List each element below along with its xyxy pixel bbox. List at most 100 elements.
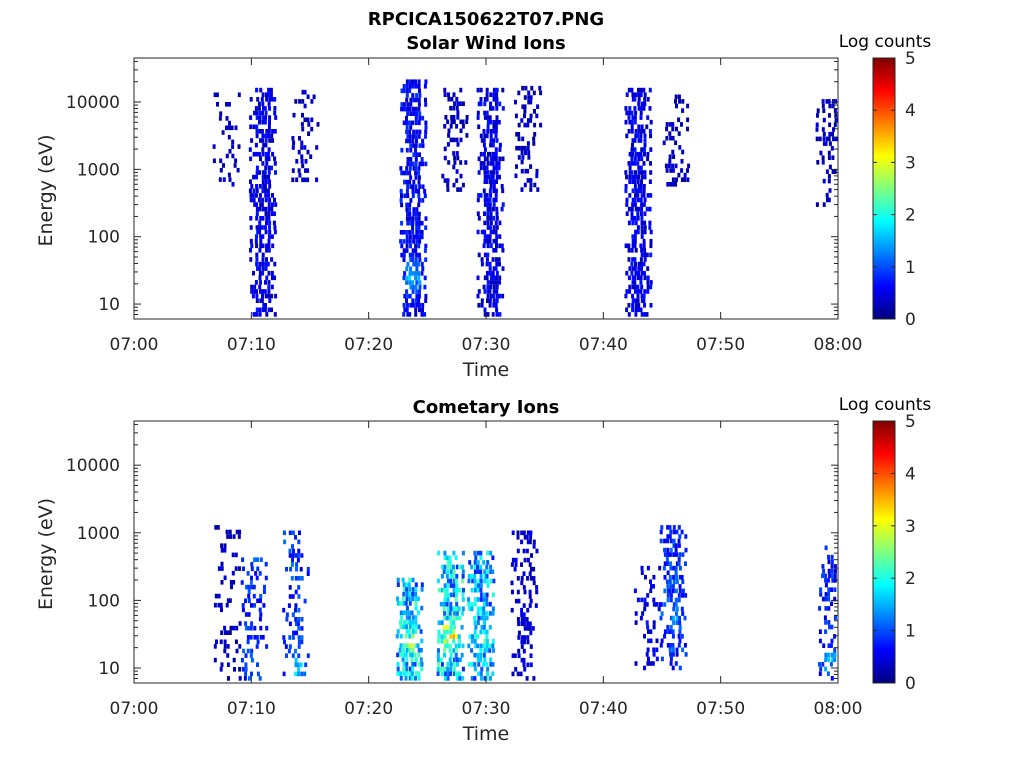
- cell: [521, 136, 525, 142]
- cell: [640, 293, 644, 299]
- cell: [258, 270, 262, 276]
- cell: [396, 596, 399, 602]
- cell: [824, 573, 828, 579]
- cell: [522, 571, 526, 576]
- cell: [633, 289, 637, 294]
- cell: [243, 676, 247, 681]
- cell: [257, 101, 261, 107]
- cell: [411, 84, 415, 89]
- cell: [828, 122, 832, 128]
- cell: [395, 633, 399, 639]
- cell: [818, 671, 822, 676]
- cell: [270, 284, 274, 290]
- cell: [526, 530, 530, 536]
- cell: [637, 303, 641, 308]
- cell: [520, 530, 524, 536]
- cell: [264, 188, 267, 194]
- cell: [669, 182, 673, 187]
- cell: [640, 193, 644, 198]
- cell: [473, 615, 477, 621]
- cell: [669, 529, 673, 535]
- cell: [492, 303, 496, 308]
- cell: [399, 619, 403, 625]
- cell: [246, 625, 250, 631]
- cell: [408, 106, 412, 112]
- cell: [483, 156, 487, 162]
- cell: [677, 94, 681, 100]
- cell: [833, 652, 837, 658]
- cell: [646, 284, 650, 290]
- cell: [528, 589, 532, 595]
- cell: [297, 576, 301, 581]
- cell: [462, 587, 465, 593]
- cell: [461, 597, 465, 602]
- cell: [304, 168, 307, 173]
- cell: [628, 266, 632, 271]
- cell: [265, 248, 269, 253]
- cell: [640, 202, 644, 207]
- cell: [417, 261, 421, 267]
- cell: [229, 534, 233, 539]
- cell: [524, 150, 527, 156]
- cell: [410, 657, 414, 662]
- cell: [306, 571, 310, 576]
- cell: [405, 307, 409, 313]
- cell: [282, 530, 286, 536]
- cell: [643, 257, 647, 262]
- cell: [634, 284, 638, 290]
- cell: [287, 603, 291, 608]
- cell: [510, 562, 514, 567]
- cell: [238, 529, 242, 535]
- cell: [830, 676, 834, 681]
- cell: [476, 657, 480, 663]
- cell: [269, 92, 273, 97]
- cell: [485, 578, 489, 584]
- cell: [261, 261, 265, 267]
- cell: [834, 136, 838, 142]
- cell: [424, 134, 427, 139]
- cell: [458, 676, 462, 681]
- cell: [637, 184, 641, 189]
- cell: [457, 634, 461, 639]
- cell: [483, 220, 487, 226]
- cell: [681, 593, 684, 598]
- cell: [819, 150, 823, 156]
- cell: [402, 666, 406, 672]
- cell: [511, 557, 515, 563]
- cell: [424, 102, 428, 107]
- cell: [824, 582, 828, 588]
- cell: [668, 534, 672, 539]
- cell: [663, 629, 667, 634]
- cell: [262, 106, 265, 111]
- cell: [529, 662, 533, 668]
- cell: [452, 164, 456, 170]
- cell: [412, 129, 416, 135]
- cell: [411, 587, 415, 592]
- cell: [642, 161, 646, 166]
- cell: [494, 165, 498, 171]
- cell: [636, 193, 640, 198]
- cell: [649, 579, 652, 584]
- cell: [488, 238, 492, 244]
- cell: [516, 535, 520, 540]
- cell: [825, 169, 829, 174]
- cell: [479, 165, 483, 171]
- cell: [461, 578, 465, 584]
- cell: [824, 620, 828, 625]
- cell: [424, 257, 428, 262]
- cell: [633, 202, 637, 207]
- cell: [415, 293, 419, 299]
- cell: [261, 635, 265, 640]
- cell: [624, 293, 628, 299]
- cell: [415, 289, 419, 294]
- cell: [223, 625, 227, 631]
- cell: [416, 596, 420, 602]
- cell: [452, 629, 456, 635]
- cell: [419, 647, 423, 653]
- cell: [406, 111, 410, 116]
- cell: [489, 179, 492, 184]
- cell: [529, 598, 533, 604]
- cell: [457, 643, 461, 649]
- cell: [477, 662, 481, 667]
